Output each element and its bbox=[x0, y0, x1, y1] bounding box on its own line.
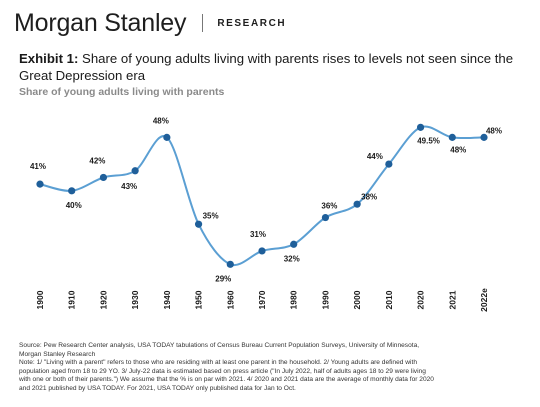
note-line: Note: 1/ "Living with a parent" refers t… bbox=[19, 359, 417, 367]
data-label: 48% bbox=[450, 145, 466, 154]
exhibit-heading: Exhibit 1: Share of young adults living … bbox=[19, 50, 524, 84]
x-tick-label: 1930 bbox=[130, 290, 140, 309]
note-line: Source: Pew Research Center analysis, US… bbox=[19, 342, 420, 349]
x-tick-label: 1910 bbox=[67, 290, 77, 309]
x-tick-label: 2000 bbox=[352, 290, 362, 309]
data-label: 32% bbox=[284, 254, 300, 263]
data-label: 48% bbox=[153, 116, 169, 125]
x-tick-label: 1970 bbox=[257, 290, 267, 309]
data-point bbox=[131, 167, 139, 175]
source-notes: Source: Pew Research Center analysis, US… bbox=[19, 342, 529, 394]
brand-logo-text: Morgan Stanley bbox=[14, 8, 187, 37]
data-point bbox=[226, 260, 234, 268]
data-point bbox=[99, 173, 108, 182]
data-label: 48% bbox=[486, 126, 502, 135]
data-point bbox=[68, 187, 76, 195]
data-point bbox=[321, 213, 330, 222]
x-tick-label: 1990 bbox=[320, 290, 330, 309]
data-label: 41% bbox=[30, 162, 46, 171]
data-label: 35% bbox=[203, 211, 219, 220]
data-point bbox=[258, 247, 266, 255]
data-point bbox=[290, 240, 298, 248]
x-tick-label: 2010 bbox=[384, 290, 394, 309]
data-point bbox=[353, 200, 361, 208]
data-label: 40% bbox=[66, 201, 82, 210]
series-line bbox=[39, 125, 485, 267]
exhibit-title: Share of young adults living with parent… bbox=[19, 51, 514, 83]
data-label: 38% bbox=[361, 192, 377, 201]
data-point bbox=[480, 133, 488, 141]
header-divider bbox=[202, 14, 204, 32]
data-label: 44% bbox=[367, 152, 383, 161]
data-label: 49.5% bbox=[417, 136, 440, 145]
x-tick-label: 1940 bbox=[162, 290, 172, 309]
data-point bbox=[194, 220, 203, 228]
note-line: and 2021 published by USA TODAY. For 202… bbox=[19, 384, 296, 392]
x-tick-label: 1900 bbox=[35, 290, 45, 309]
data-point bbox=[448, 133, 456, 141]
x-tick-label: 1920 bbox=[98, 290, 108, 309]
x-tick-label: 2022e bbox=[479, 288, 489, 312]
data-label: 31% bbox=[250, 230, 266, 239]
data-label: 42% bbox=[89, 157, 105, 166]
data-label: 36% bbox=[321, 202, 337, 211]
x-tick-label: 1950 bbox=[194, 290, 204, 309]
section-label: RESEARCH bbox=[217, 17, 287, 29]
x-tick-label: 1960 bbox=[225, 290, 235, 309]
data-point bbox=[416, 123, 425, 131]
data-point bbox=[36, 180, 44, 188]
x-tick-label: 1980 bbox=[289, 290, 299, 309]
x-tick-label: 2020 bbox=[416, 290, 426, 309]
data-point bbox=[385, 160, 393, 168]
x-tick-label: 2021 bbox=[447, 290, 457, 309]
note-line: Morgan Stanley Research bbox=[19, 350, 96, 358]
data-point bbox=[163, 133, 171, 141]
report-header: Morgan Stanley RESEARCH bbox=[14, 6, 286, 40]
note-line: with one or both of their parents.") We … bbox=[19, 376, 434, 384]
chart-title: Share of young adults living with parent… bbox=[19, 86, 225, 98]
data-label: 29% bbox=[215, 274, 231, 283]
data-label: 43% bbox=[121, 182, 137, 191]
exhibit-label: Exhibit 1: bbox=[19, 51, 79, 66]
note-line: population aged from 18 to 29 YO. 3/ Jul… bbox=[19, 367, 426, 375]
